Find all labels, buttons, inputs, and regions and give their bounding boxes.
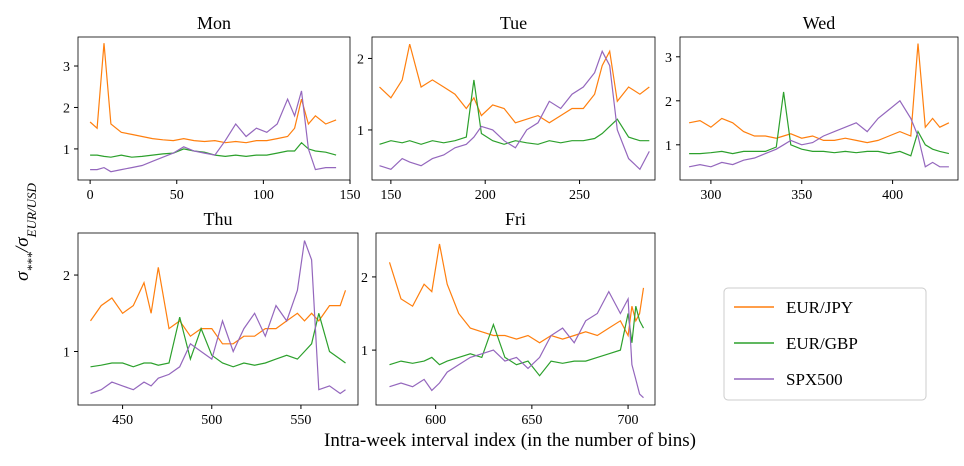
y-tick-label: 1 (63, 345, 70, 360)
legend-label: EUR/JPY (786, 298, 853, 317)
series-line (689, 91, 950, 157)
x-tick-label: 200 (475, 188, 496, 203)
series-line (379, 79, 650, 145)
series-line (90, 240, 346, 395)
y-tick-label: 1 (63, 143, 70, 158)
legend-label: SPX500 (786, 370, 843, 389)
x-axis-label: Intra-week interval index (in the number… (324, 430, 696, 451)
series-line (90, 90, 337, 173)
y-tick-label: 2 (63, 101, 70, 116)
y-tick-label: 3 (665, 51, 672, 66)
series-line (89, 43, 337, 144)
x-tick-label: 150 (380, 188, 401, 203)
x-tick-label: 250 (569, 188, 590, 203)
x-tick-label: 400 (882, 188, 903, 203)
y-tick-label: 1 (361, 344, 368, 359)
series-line (379, 43, 650, 124)
y-label-part: EUR/USD (24, 183, 39, 239)
legend-box (723, 287, 927, 401)
subplot-title: Tue (500, 13, 527, 33)
series-line (90, 313, 346, 368)
x-tick-label: 500 (201, 413, 222, 428)
y-axis-label: σ***/σEUR/USD (12, 183, 39, 281)
subplot-title: Thu (204, 209, 233, 229)
x-tick-label: 650 (521, 413, 542, 428)
series-line (688, 43, 950, 144)
axes-frame (77, 232, 359, 406)
axes-frame (679, 36, 959, 181)
x-tick-label: 150 (340, 188, 361, 203)
x-tick-label: 350 (791, 188, 812, 203)
y-tick-label: 2 (357, 52, 364, 67)
y-tick-label: 1 (665, 139, 672, 154)
series-line (90, 267, 347, 345)
x-tick-label: 550 (290, 413, 311, 428)
series-line (379, 49, 650, 171)
axes-frame (77, 36, 351, 181)
x-tick-label: 600 (425, 413, 446, 428)
series-line (688, 99, 949, 168)
axes-frame (371, 36, 656, 181)
series-line (389, 306, 645, 377)
x-tick-label: 50 (170, 188, 184, 203)
legend-label: EUR/GBP (786, 334, 858, 353)
y-label-part: σ (12, 271, 33, 281)
y-label-part: *** (24, 251, 39, 271)
y-tick-label: 2 (63, 269, 70, 284)
x-tick-label: 0 (87, 188, 94, 203)
subplot-title: Wed (803, 13, 836, 33)
y-tick-label: 2 (361, 271, 368, 286)
y-tick-label: 3 (63, 60, 70, 75)
y-label-part: /σ (12, 237, 33, 253)
y-tick-label: 1 (357, 124, 364, 139)
x-tick-label: 700 (618, 413, 639, 428)
subplot-title: Mon (197, 13, 231, 33)
x-tick-label: 300 (700, 188, 721, 203)
axes-frame (375, 232, 656, 406)
y-tick-label: 2 (665, 95, 672, 110)
subplot-title: Fri (505, 209, 526, 229)
series-line (389, 290, 644, 399)
x-tick-label: 450 (112, 413, 133, 428)
x-tick-label: 100 (253, 188, 274, 203)
series-line (388, 243, 645, 344)
